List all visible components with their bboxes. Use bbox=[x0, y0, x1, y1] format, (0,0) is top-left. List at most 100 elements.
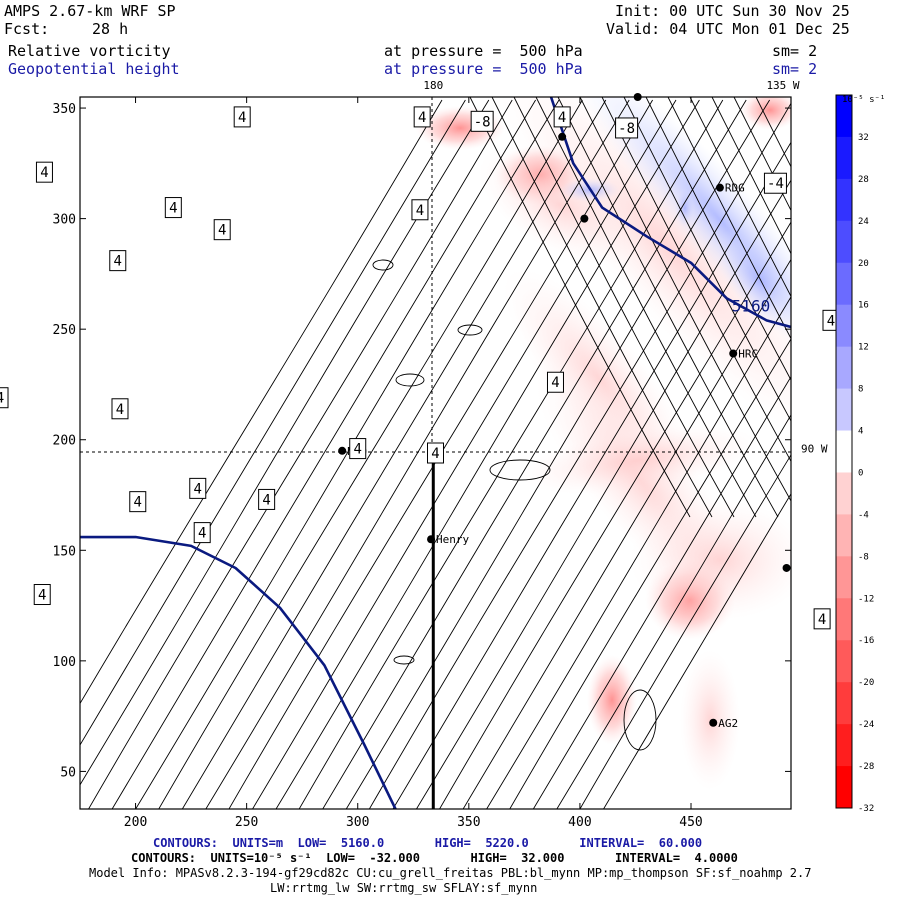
contour-value-box bbox=[213, 219, 231, 241]
contour-value-box bbox=[349, 438, 367, 460]
station-marker bbox=[782, 563, 791, 572]
vorticity-contour-loop bbox=[393, 655, 415, 665]
vorticity-contour-line bbox=[579, 97, 791, 502]
station-marker bbox=[709, 718, 718, 727]
vorticity-contours bbox=[80, 97, 791, 809]
model-title: AMPS 2.67-km WRF SP bbox=[4, 2, 176, 20]
vorticity-band bbox=[569, 97, 791, 386]
x-tick-label: 300 bbox=[346, 815, 369, 830]
contour-value-label: 4 bbox=[553, 106, 571, 128]
vorticity-contour-line bbox=[602, 492, 791, 809]
station-marker bbox=[427, 535, 436, 544]
vorticity-contour-line bbox=[80, 99, 466, 746]
footer-physics-info: LW:rrtmg_lw SW:rrtmg_sw SFLAY:sf_mynn bbox=[270, 881, 538, 895]
contour-value-label: 4 bbox=[33, 584, 51, 606]
contour-value-box bbox=[33, 584, 51, 606]
height-contour-label: 5160 bbox=[732, 296, 771, 315]
contour-value-text: 4 bbox=[416, 203, 424, 219]
vorticity-contour-line bbox=[667, 97, 791, 340]
colorbar-segment bbox=[836, 724, 852, 767]
init-time: Init: 00 UTC Sun 30 Nov 25 bbox=[615, 2, 850, 20]
contour-value-box bbox=[233, 106, 251, 128]
colorbar-segment bbox=[836, 346, 852, 390]
colorbar-segment bbox=[836, 178, 852, 222]
meridian-label: 180 bbox=[423, 79, 443, 92]
field1-smoothing: sm= 2 bbox=[772, 42, 818, 60]
contour-value-text: 4 bbox=[38, 588, 46, 604]
plot-frame bbox=[79, 96, 792, 810]
station-marker bbox=[729, 349, 738, 358]
contour-value-text: -8 bbox=[618, 121, 635, 137]
vorticity-height-chart: 5160 NCOHenryHRCRDGAG2 44-84-8-4-844-444… bbox=[0, 79, 885, 830]
colorbar-tick-label: -20 bbox=[858, 678, 874, 688]
vorticity-contour-line bbox=[111, 99, 536, 809]
contour-value-label: 4 bbox=[193, 522, 211, 544]
y-axis: 50 100 150 200 250 300 350 bbox=[53, 102, 791, 780]
x-tick-label: 400 bbox=[568, 815, 591, 830]
contour-value-label: 4 bbox=[109, 250, 127, 272]
colorbar: 32 28 24 20 16 12 8 4 0 -4 -8 -12 -16 -20 -24 -28 -32 bbox=[835, 94, 874, 814]
meridian-labels: 180 135 W 90 W bbox=[423, 79, 828, 456]
vorticity-contour-line bbox=[88, 99, 513, 809]
colorbar-segment bbox=[836, 220, 852, 264]
station-marker bbox=[558, 132, 567, 141]
y-tick-label: 200 bbox=[53, 434, 76, 449]
vorticity-contour-line bbox=[469, 97, 691, 518]
parallel-label: 90 W bbox=[801, 443, 828, 456]
contour-value-box bbox=[813, 608, 831, 630]
forecast-hour-label: Fcst: bbox=[4, 20, 50, 38]
y-tick-label: 50 bbox=[60, 765, 76, 780]
contour-value-label: 4 bbox=[0, 387, 9, 409]
contour-value-label: 4 bbox=[813, 608, 831, 630]
vorticity-contour-line bbox=[486, 296, 791, 809]
colorbar-segment bbox=[836, 640, 852, 683]
station-label: AG2 bbox=[718, 717, 738, 730]
colorbar-segment bbox=[836, 766, 852, 809]
field2-name: Geopotential height bbox=[8, 60, 180, 78]
vorticity-contour-line bbox=[80, 99, 443, 705]
colorbar-tick-label: 4 bbox=[858, 427, 863, 437]
colorbar-tick-label: 12 bbox=[858, 343, 869, 353]
colorbar-segment bbox=[836, 472, 852, 515]
vorticity-contour-loop bbox=[623, 689, 657, 751]
meridian-label: 135 W bbox=[766, 79, 799, 92]
colorbar-segment bbox=[836, 682, 852, 725]
vorticity-contour-line bbox=[158, 99, 583, 809]
x-tick-label: 350 bbox=[457, 815, 480, 830]
contour-value-text: 4 bbox=[431, 446, 439, 462]
station-label: Henry bbox=[436, 533, 469, 546]
contour-value-text: 4 bbox=[354, 442, 362, 458]
contour-value-box bbox=[615, 117, 639, 139]
contour-value-label: 4 bbox=[413, 106, 431, 128]
colorbar-tick-label: -32 bbox=[858, 804, 874, 814]
footer-model-info: Model Info: MPASv8.2.3-194-gf29cd82c CU:… bbox=[89, 866, 812, 880]
contour-value-box bbox=[35, 161, 53, 183]
colorbar-segment bbox=[836, 304, 852, 348]
field1-pressure: at pressure = 500 hPa bbox=[384, 42, 583, 60]
contour-value-label: 4 bbox=[189, 477, 207, 499]
contour-value-box bbox=[553, 106, 571, 128]
station-marker bbox=[715, 183, 724, 192]
x-tick-label: 450 bbox=[679, 815, 702, 830]
vorticity-contour-labels: 44-84-8-4-844-444444-8-44444-844-444-844… bbox=[0, 106, 840, 630]
vorticity-contour-line bbox=[579, 454, 791, 809]
contour-value-text: 4 bbox=[262, 492, 270, 508]
contour-value-text: 4 bbox=[218, 223, 226, 239]
vorticity-contour-line bbox=[251, 99, 677, 809]
colorbar-tick-label: 28 bbox=[858, 175, 869, 185]
vorticity-band bbox=[680, 650, 740, 790]
contour-value-label: -8 bbox=[615, 117, 639, 139]
colorbar-segment bbox=[836, 262, 852, 306]
contour-value-box bbox=[411, 199, 429, 221]
contour-value-label: 4 bbox=[546, 371, 564, 393]
field1-name: Relative vorticity bbox=[8, 42, 171, 60]
contour-value-text: 4 bbox=[134, 495, 142, 511]
contour-value-box bbox=[129, 491, 147, 513]
vorticity-contour-line bbox=[645, 97, 791, 381]
contour-value-text: -4 bbox=[767, 176, 784, 192]
vorticity-band bbox=[478, 145, 642, 265]
contour-value-box bbox=[193, 522, 211, 544]
y-tick-label: 100 bbox=[53, 655, 76, 670]
vorticity-contour-line bbox=[557, 97, 779, 518]
colorbar-tick-label: -16 bbox=[858, 636, 874, 646]
